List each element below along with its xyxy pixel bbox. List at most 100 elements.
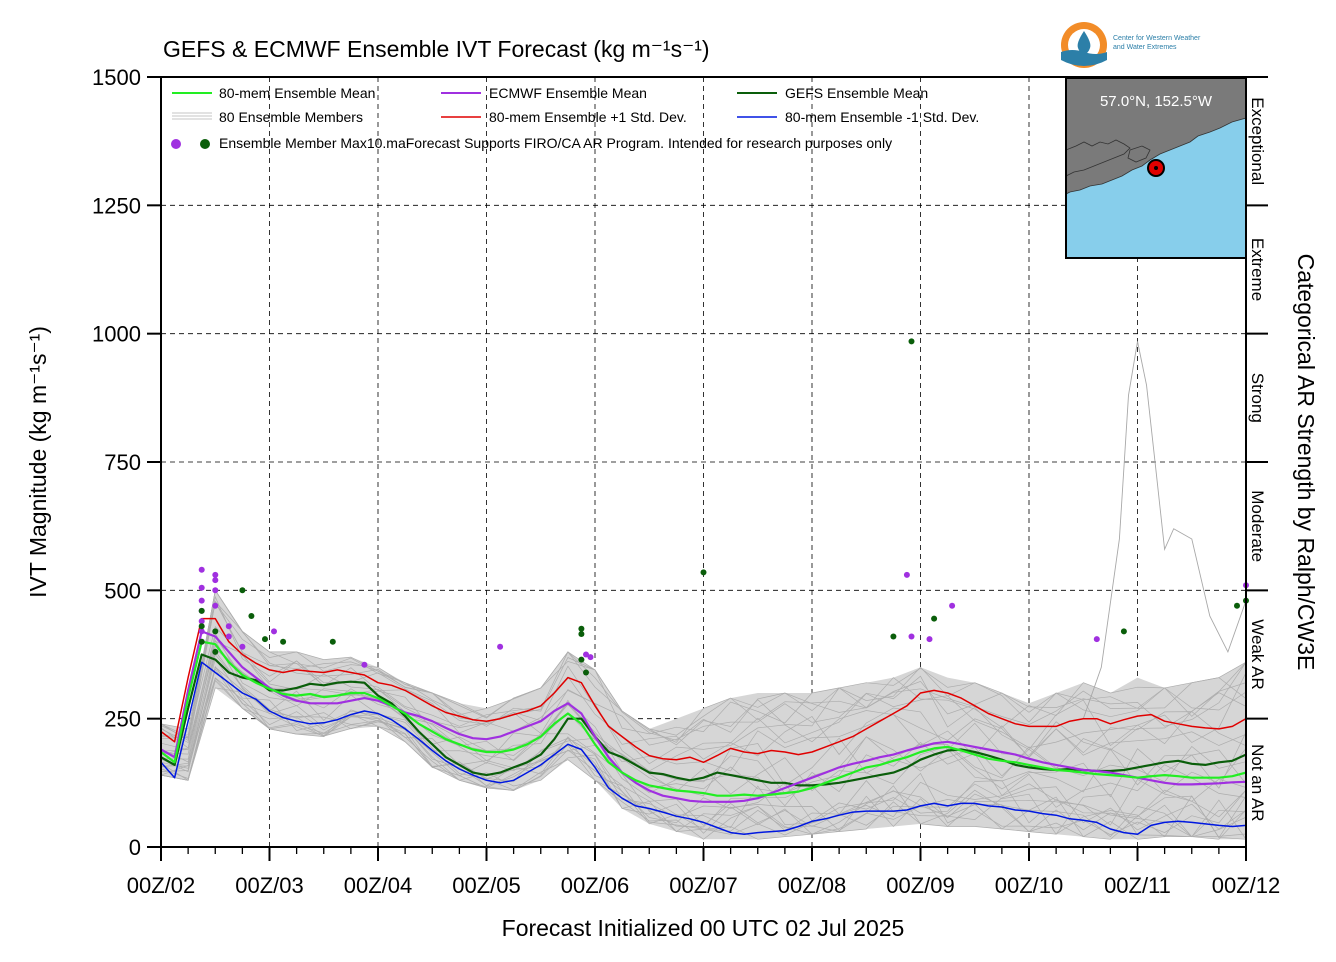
- legend-dot-gefs: [200, 139, 210, 149]
- inset-map-land: [1067, 79, 1245, 194]
- ensemble-member-line: [161, 600, 1246, 750]
- member-max-layer: [198, 338, 1249, 676]
- y-tick-label: 0: [129, 835, 141, 860]
- series-80-mem-ensemble-1-std-dev: [161, 661, 1246, 835]
- member-max-dot-gefs: [262, 636, 268, 643]
- ensemble-member-line: [161, 657, 1246, 831]
- x-tick-label: 00Z/04: [344, 873, 413, 898]
- member-max-dot-ecmwf: [587, 654, 594, 661]
- chart-title: GEFS & ECMWF Ensemble IVT Forecast (kg m…: [163, 36, 710, 62]
- legend-label-members: 80 Ensemble Members: [219, 109, 363, 125]
- y-tick-label: 1000: [92, 322, 141, 347]
- member-max-dot-gefs: [890, 633, 897, 640]
- x-tick-label: 00Z/06: [561, 873, 630, 898]
- member-max-dot-ecmwf: [1093, 636, 1100, 643]
- y-tick-label: 500: [104, 578, 141, 603]
- series-ecmwf-ensemble-mean: [161, 630, 1246, 803]
- series-layer: [161, 617, 1246, 835]
- ensemble-member-line: [161, 650, 1246, 824]
- member-max-dot-ecmwf: [198, 566, 205, 573]
- series-gefs-ensemble-mean: [161, 653, 1246, 787]
- member-max-dot-gefs: [239, 587, 246, 594]
- x-tick-label: 00Z/10: [995, 873, 1064, 898]
- inset-map-peninsula: [1067, 139, 1131, 176]
- member-max-dot-ecmwf: [212, 571, 219, 578]
- x-tick-label: 00Z/05: [452, 873, 521, 898]
- member-max-dot-gefs: [1234, 602, 1240, 609]
- member-max-dot-gefs: [700, 569, 707, 576]
- member-max-dot-gefs: [931, 615, 938, 622]
- category-label: Extreme: [1248, 238, 1267, 301]
- member-max-dot-ecmwf: [212, 602, 219, 609]
- y-axis: 0 250 500 750 1000 1250 1500: [92, 65, 161, 860]
- legend-note: 10.maForecast Supports FIRO/CA AR Progra…: [367, 135, 892, 151]
- legend-label-ecmwf-mean: ECMWF Ensemble Mean: [489, 85, 647, 101]
- ensemble-member-line: [161, 645, 1246, 794]
- member-max-dot-gefs: [583, 669, 589, 676]
- y-tick-label: 1250: [92, 193, 141, 218]
- member-max-dot-ecmwf: [239, 643, 246, 650]
- legend-label-member-max: Ensemble Member Max10.maForecast Support…: [219, 135, 892, 151]
- legend-dot-ecmwf: [171, 139, 181, 149]
- member-max-dot-gefs: [908, 338, 915, 345]
- ensemble-member-spike-line: [1082, 341, 1246, 719]
- member-max-dot-gefs: [198, 607, 205, 614]
- member-max-dot-ecmwf: [361, 661, 368, 668]
- x-axis-title: Forecast Initialized 00 UTC 02 Jul 2025: [502, 915, 905, 941]
- x-axis: 00Z/02 00Z/03 00Z/04 00Z/05 00Z/06 00Z/07 00Z/…: [127, 847, 1280, 898]
- inset-map-island: [1127, 145, 1151, 163]
- series-80-mem-ensemble-1-std-dev: [161, 617, 1246, 764]
- y-axis-title: IVT Magnitude (kg m⁻¹s⁻¹): [25, 326, 51, 598]
- member-max-dot-ecmwf: [908, 633, 915, 640]
- x-tick-label: 00Z/07: [669, 873, 738, 898]
- category-label: Weak AR: [1248, 619, 1267, 690]
- x-tick-label: 00Z/03: [235, 873, 304, 898]
- member-max-dot-ecmwf: [949, 602, 956, 609]
- category-label: Not an AR: [1248, 744, 1267, 822]
- cw3e-logo: Center for Western Weather and Water Ext…: [1061, 22, 1201, 68]
- member-max-dot-ecmwf: [583, 651, 589, 658]
- logo-drop-icon: [1077, 31, 1091, 54]
- member-max-dot-ecmwf: [198, 618, 205, 625]
- member-max-dot-gefs: [578, 656, 585, 663]
- legend-member-max-text: Ensemble Member Max: [219, 135, 367, 151]
- member-max-dot-ecmwf: [926, 636, 933, 643]
- category-label: Moderate: [1248, 490, 1267, 562]
- inset-map-frame: [1065, 77, 1247, 259]
- legend-label-gefs-mean: GEFS Ensemble Mean: [785, 85, 928, 101]
- legend-label-plus-std: 80-mem Ensemble +1 Std. Dev.: [489, 109, 687, 125]
- ensemble-member-line: [161, 668, 1246, 840]
- logo-text-line2: and Water Extremes: [1113, 44, 1177, 51]
- y-tick-label: 250: [104, 707, 141, 732]
- legend: 80-mem Ensemble Mean ECMWF Ensemble Mean…: [171, 85, 979, 151]
- member-max-dot-gefs: [280, 638, 287, 645]
- y-tick-label: 750: [104, 450, 141, 475]
- x-tick-label: 00Z/08: [778, 873, 847, 898]
- ensemble-member-line: [161, 602, 1246, 735]
- ensemble-member-line: [161, 679, 1246, 838]
- member-max-dot-ecmwf: [198, 597, 205, 604]
- category-label: Exceptional: [1248, 97, 1267, 185]
- y-tick-label: 1500: [92, 65, 141, 90]
- member-max-dot-gefs: [212, 648, 219, 655]
- ensemble-member-line: [161, 666, 1246, 839]
- x-tick-label: 00Z/09: [886, 873, 955, 898]
- member-max-dot-ecmwf: [212, 577, 219, 584]
- member-max-dot-gefs: [578, 625, 585, 632]
- legend-label-ensemble-mean: 80-mem Ensemble Mean: [219, 85, 375, 101]
- legend-swatch-members: [172, 112, 212, 120]
- legend-label-minus-std: 80-mem Ensemble -1 Std. Dev.: [785, 109, 979, 125]
- inset-map-marker-center: [1154, 166, 1158, 170]
- series-80-mem-ensemble-mean: [161, 640, 1246, 797]
- member-max-dot-gefs: [1120, 628, 1127, 635]
- member-max-dot-ecmwf: [198, 584, 205, 591]
- logo-waves-icon: [1061, 50, 1107, 66]
- member-max-dot-gefs: [578, 631, 585, 637]
- member-max-dot-ecmwf: [497, 643, 504, 650]
- ensemble-member-line: [161, 687, 1246, 840]
- ensemble-member-line: [161, 589, 1246, 746]
- member-max-dot-gefs: [198, 638, 205, 645]
- member-max-dot-ecmwf: [198, 628, 205, 635]
- member-max-dot-ecmwf: [225, 623, 232, 630]
